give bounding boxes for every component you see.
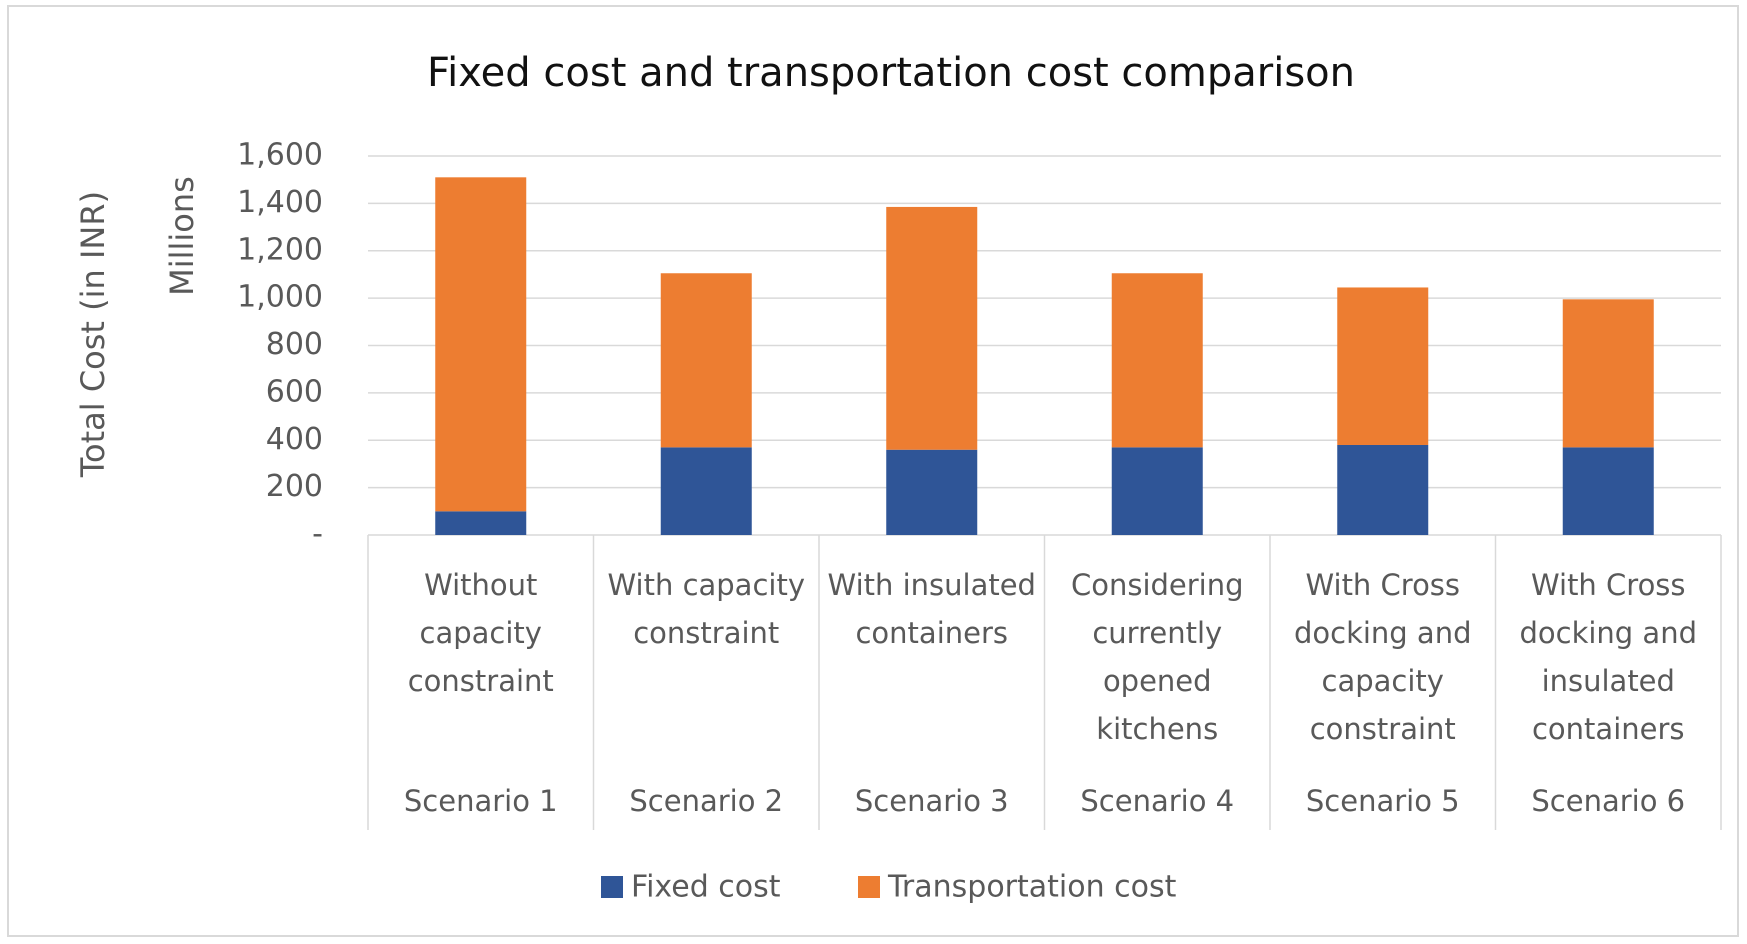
y-tick-label: 1,600 bbox=[237, 138, 323, 173]
bar-segment bbox=[660, 273, 752, 448]
y-tick-label: - bbox=[312, 517, 323, 552]
y-tick-label: 200 bbox=[266, 469, 323, 504]
legend-label: Fixed cost bbox=[631, 870, 781, 905]
bar-segment bbox=[435, 511, 527, 535]
bar-segment bbox=[660, 447, 752, 535]
group-label: Scenario 5 bbox=[1306, 784, 1460, 818]
x-tick-label: Without capacity constraint bbox=[407, 568, 554, 698]
group-label: Scenario 3 bbox=[855, 784, 1009, 818]
y-tick-label: 800 bbox=[266, 327, 323, 362]
chart-border bbox=[7, 5, 1739, 937]
legend-swatch bbox=[601, 876, 623, 898]
x-tick-label: With Cross docking and insulated contain… bbox=[1519, 568, 1697, 746]
group-label: Scenario 2 bbox=[629, 784, 783, 818]
bar-segment bbox=[1111, 273, 1203, 448]
x-tick-label: With insulated containers bbox=[827, 568, 1036, 650]
y-tick-label: 600 bbox=[266, 374, 323, 409]
group-label: Scenario 1 bbox=[404, 784, 558, 818]
x-tick-label: Considering currently opened kitchens bbox=[1070, 568, 1244, 746]
bar-segment bbox=[1337, 287, 1429, 445]
y-tick-label: 1,000 bbox=[237, 280, 323, 315]
legend-label: Transportation cost bbox=[887, 870, 1177, 905]
y-units-label: Millions bbox=[163, 176, 201, 296]
bar-segment bbox=[886, 206, 978, 450]
y-tick-label: 1,200 bbox=[237, 232, 323, 267]
y-tick-label: 1,400 bbox=[237, 185, 323, 220]
x-tick-label: With Cross docking and capacity constrai… bbox=[1293, 568, 1472, 746]
bar-segment bbox=[886, 449, 978, 535]
y-axis-label: Total Cost (in INR) bbox=[74, 191, 112, 478]
x-tick-label: With capacity constraint bbox=[607, 568, 806, 650]
legend-swatch bbox=[858, 876, 880, 898]
group-label: Scenario 6 bbox=[1531, 784, 1685, 818]
y-tick-label: 400 bbox=[266, 422, 323, 457]
bar-segment bbox=[435, 177, 527, 512]
chart-title: Fixed cost and transportation cost compa… bbox=[427, 50, 1355, 96]
bar-segment bbox=[1562, 447, 1654, 535]
bar-segment bbox=[1111, 447, 1203, 535]
bar-segment bbox=[1337, 444, 1429, 535]
group-label: Scenario 4 bbox=[1080, 784, 1234, 818]
bar-segment bbox=[1562, 299, 1654, 448]
